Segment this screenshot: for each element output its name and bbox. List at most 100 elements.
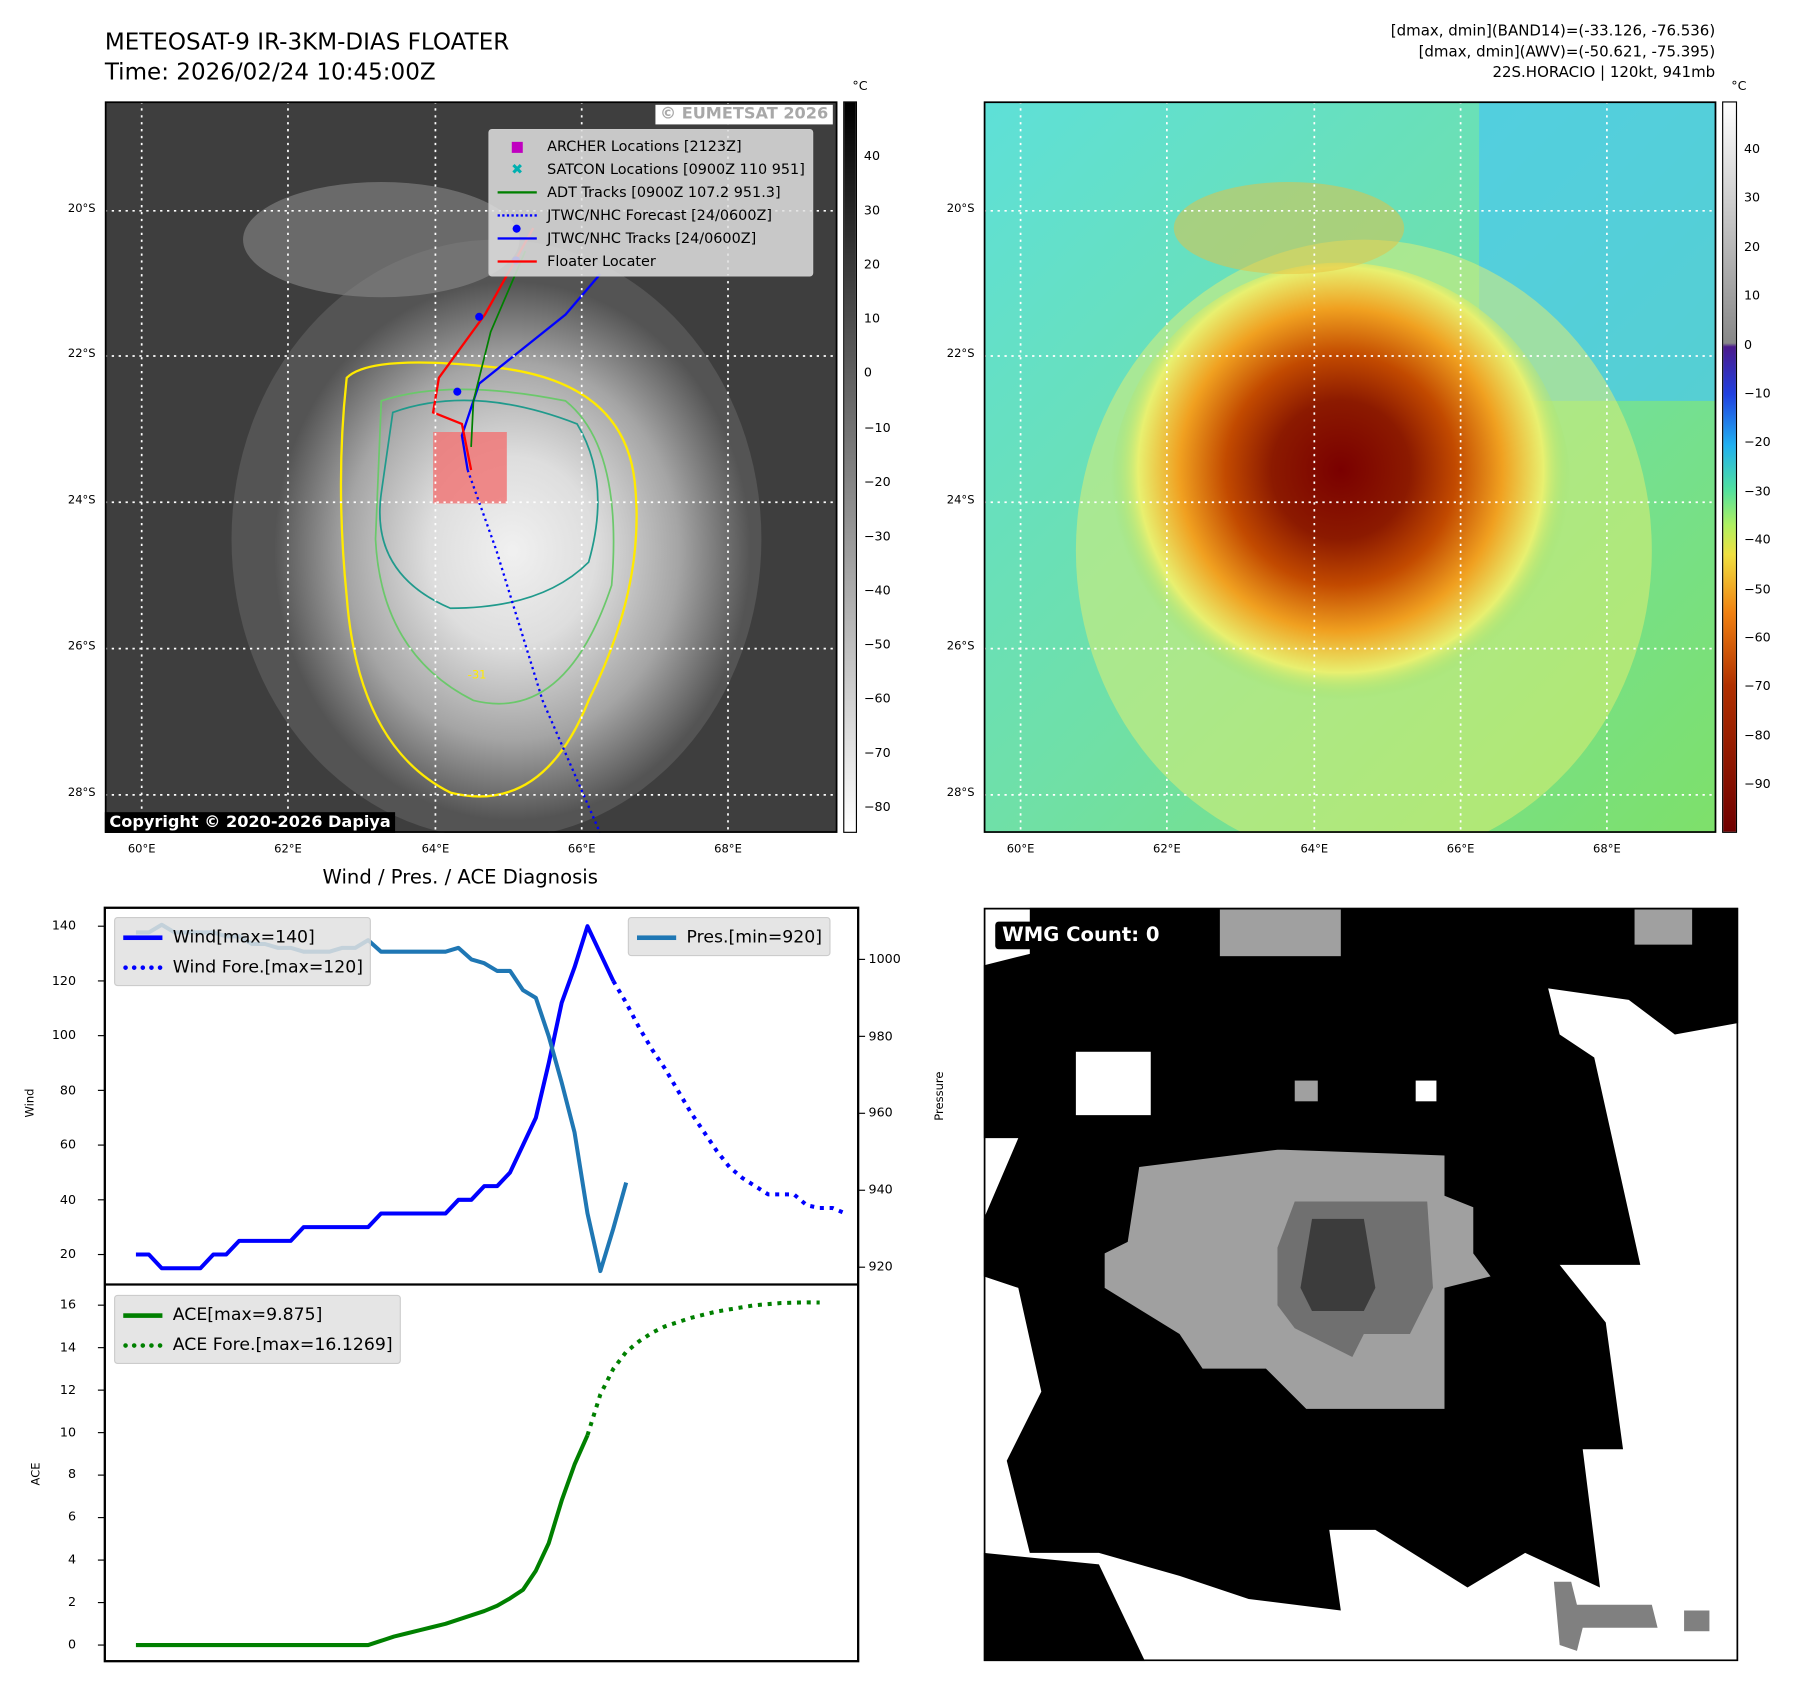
colorbar-tick: 0 — [1743, 337, 1753, 353]
ace-legend: ACE[max=9.875] ACE Fore.[max=16.1269] — [114, 1294, 401, 1364]
awv-colorbar-unit: °C — [1731, 78, 1747, 94]
line-icon — [496, 252, 537, 269]
ace-axis-label: ACE — [30, 1462, 44, 1486]
pressure-tick-label: 940 — [868, 1182, 893, 1198]
ace-tick-label: 16 — [59, 1297, 77, 1313]
pressure-tick-label: 960 — [868, 1105, 893, 1121]
line-icon — [636, 926, 677, 947]
ace-line — [135, 1434, 590, 1648]
lon-label: 60°E — [1006, 843, 1035, 856]
legend-label: Wind[max=140] — [172, 926, 315, 947]
ace-tick-label: 8 — [67, 1467, 77, 1483]
colorbar-tick: −20 — [1743, 434, 1771, 450]
line-icon — [496, 183, 537, 200]
ir-colorbar — [843, 101, 858, 833]
lat-label: 20°S — [67, 202, 96, 216]
colorbar-tick: −30 — [863, 528, 891, 544]
lat-label: 22°S — [946, 347, 975, 361]
lat-label: 20°S — [946, 202, 975, 216]
ir-map-legend: ■ ARCHER Locations [2123Z] ✖ SATCON Locati… — [488, 129, 813, 277]
colorbar-tick: −70 — [863, 745, 891, 761]
colorbar-tick: −90 — [1743, 776, 1771, 792]
ace-tick-label: 0 — [67, 1636, 77, 1652]
colorbar-tick: 10 — [1743, 288, 1761, 304]
colorbar-tick: −20 — [863, 474, 891, 490]
legend-label: Wind Fore.[max=120] — [172, 956, 364, 977]
pressure-tick-label: 980 — [868, 1028, 893, 1044]
storm-info: 22S.HORACIO | 120kt, 941mb — [1492, 64, 1716, 82]
wind-forecast-line — [611, 979, 847, 1216]
wmg-panel: WMG Count: 0 — [983, 907, 1739, 1662]
colorbar-tick: −80 — [863, 799, 891, 815]
lat-label: 26°S — [67, 640, 96, 654]
colorbar-tick: −70 — [1743, 678, 1771, 694]
chart-title: Wind / Pres. / ACE Diagnosis — [322, 866, 598, 890]
figure-title: METEOSAT-9 IR-3KM-DIAS FLOATER — [104, 27, 510, 56]
legend-item-ace: ACE[max=9.875] — [122, 1299, 392, 1329]
awv-satellite-image — [983, 101, 1717, 833]
x-marker-icon: ✖ — [511, 159, 524, 177]
legend-label: JTWC/NHC Forecast [24/0600Z] — [547, 205, 772, 223]
legend-item-adt: ADT Tracks [0900Z 107.2 951.3] — [496, 180, 804, 203]
ace-tick-label: 6 — [67, 1509, 77, 1525]
awv-colorbar — [1722, 101, 1738, 833]
legend-label: ARCHER Locations [2123Z] — [547, 136, 742, 154]
lon-label: 68°E — [1593, 843, 1621, 856]
legend-label: Floater Locater — [547, 251, 656, 269]
colorbar-tick: −30 — [1743, 483, 1771, 499]
lon-label: 62°E — [274, 843, 302, 856]
dotted-line-icon — [122, 956, 163, 977]
colorbar-tick: 20 — [863, 257, 881, 273]
wmg-image — [983, 907, 1739, 1662]
legend-label: ADT Tracks [0900Z 107.2 951.3] — [547, 182, 781, 200]
dotted-line-icon — [122, 1334, 163, 1355]
ir-colorbar-unit: °C — [852, 78, 868, 94]
colorbar-tick: 30 — [863, 202, 881, 218]
chart-frame — [103, 906, 860, 1663]
colorbar-tick: −10 — [1743, 385, 1771, 401]
wind-tick-label: 80 — [59, 1082, 77, 1098]
lat-label: 22°S — [67, 347, 96, 361]
ir-map-panel: -31 ■ ARCHER Locations [2123Z] ✖ SATCON Lo… — [104, 101, 838, 833]
ace-forecast-line — [585, 1300, 820, 1436]
figure-time: Time: 2026/02/24 10:45:00Z — [104, 57, 436, 86]
colorbar-tick: 40 — [863, 148, 881, 164]
legend-item-archer: ■ ARCHER Locations [2123Z] — [496, 134, 804, 157]
dotted-line-icon — [496, 206, 537, 223]
lon-label: 66°E — [1446, 843, 1475, 856]
lon-label: 60°E — [127, 843, 156, 856]
lat-label: 26°S — [946, 640, 975, 654]
eumetsat-watermark: © EUMETSAT 2026 — [655, 104, 833, 125]
lat-label: 24°S — [946, 494, 975, 507]
wind-axis-label: Wind — [24, 1088, 37, 1118]
pressure-tick-label: 1000 — [868, 951, 901, 967]
colorbar-tick: −40 — [1743, 532, 1771, 548]
legend-item-wind-forecast: Wind Fore.[max=120] — [122, 952, 363, 982]
colorbar-tick: 20 — [1743, 239, 1761, 255]
legend-label: ACE Fore.[max=16.1269] — [172, 1334, 393, 1355]
line-icon — [122, 926, 163, 947]
lon-label: 66°E — [567, 843, 596, 856]
colorbar-tick: 30 — [1743, 190, 1761, 206]
lat-label: 28°S — [67, 786, 96, 800]
wind-tick-label: 100 — [51, 1027, 77, 1043]
pressure-tick-label: 920 — [868, 1259, 893, 1275]
ace-tick-label: 2 — [67, 1594, 77, 1610]
legend-item-tracks: JTWC/NHC Tracks [24/0600Z] — [496, 224, 804, 249]
colorbar-tick: −10 — [863, 419, 891, 435]
colorbar-tick: 0 — [863, 365, 872, 381]
ace-tick-label: 12 — [59, 1382, 77, 1398]
wind-legend: Wind[max=140] Wind Fore.[max=120] — [114, 916, 372, 987]
lon-label: 64°E — [421, 843, 450, 856]
legend-label: ACE[max=9.875] — [172, 1304, 323, 1325]
square-marker-icon: ■ — [510, 136, 525, 154]
colorbar-tick: −40 — [863, 582, 891, 598]
legend-label: JTWC/NHC Tracks [24/0600Z] — [547, 228, 757, 246]
wind-tick-label: 120 — [51, 972, 77, 988]
wind-tick-label: 60 — [59, 1137, 77, 1152]
copyright-label: Copyright © 2020-2026 Dapiya — [104, 812, 396, 833]
line-dot-icon — [496, 224, 537, 246]
legend-item-ace-forecast: ACE Fore.[max=16.1269] — [122, 1329, 393, 1359]
pressure-legend: Pres.[min=920] — [627, 916, 831, 957]
